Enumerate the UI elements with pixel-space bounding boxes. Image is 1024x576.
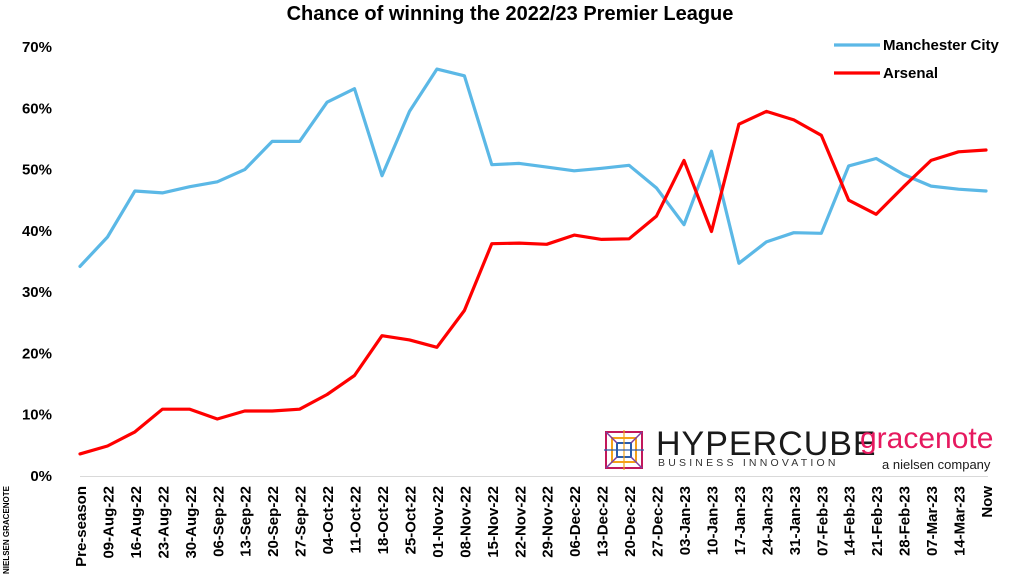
series-line-arsenal (78, 109, 988, 456)
x-tick-label: 15-Nov-22 (485, 486, 502, 558)
gracenote-logo-name: gracenote (860, 422, 993, 455)
y-tick-label: 50% (22, 162, 52, 179)
gracenote-logo: gracenote a nielsen company (860, 422, 993, 472)
series-lines (78, 67, 988, 456)
x-tick-label: 22-Nov-22 (512, 486, 529, 558)
x-tick-label: 04-Oct-22 (320, 486, 337, 554)
x-tick-label: 23-Aug-22 (155, 486, 172, 559)
x-tick-label: 17-Jan-23 (732, 486, 749, 555)
x-tick-label: 30-Aug-22 (183, 486, 200, 559)
hypercube-logo-icon (604, 430, 644, 470)
x-tick-label: 08-Nov-22 (457, 486, 474, 558)
x-tick-label: 16-Aug-22 (128, 486, 145, 559)
x-tick-label: 09-Aug-22 (100, 486, 117, 559)
chart-title: Chance of winning the 2022/23 Premier Le… (287, 3, 734, 25)
x-tick-label: 18-Oct-22 (375, 486, 392, 554)
y-axis: 0% 10% 20% 30% 40% 50% 60% 70% (22, 39, 52, 485)
x-tick-label: 07-Mar-23 (924, 486, 941, 556)
x-tick-label: 13-Dec-22 (595, 486, 612, 557)
x-tick-label: 29-Nov-22 (540, 486, 557, 558)
x-tick-label: 06-Dec-22 (567, 486, 584, 557)
x-tick-label: Now (979, 486, 996, 518)
series-line-manchester-city (78, 67, 988, 268)
x-tick-label: 31-Jan-23 (787, 486, 804, 555)
image-credit: NIELSEN GRACENOTE (2, 485, 11, 574)
y-tick-label: 10% (22, 407, 52, 424)
legend-label-manchester-city: Manchester City (883, 37, 1000, 54)
y-tick-label: 0% (30, 468, 52, 485)
legend: Manchester City Arsenal (834, 37, 1000, 82)
y-tick-label: 40% (22, 223, 52, 240)
x-tick-label: Pre-season (73, 486, 90, 567)
hypercube-logo: HYPERCUBE BUSINESS INNOVATION (604, 425, 877, 470)
gracenote-logo-tagline: a nielsen company (882, 457, 991, 472)
x-tick-label: 27-Sep-22 (293, 486, 310, 557)
x-tick-label: 11-Oct-22 (348, 486, 365, 554)
legend-label-arsenal: Arsenal (883, 65, 938, 82)
x-tick-label: 20-Dec-22 (622, 486, 639, 557)
x-axis: Pre-season 09-Aug-22 16-Aug-22 23-Aug-22 30-… (73, 486, 996, 567)
x-tick-label: 13-Sep-22 (238, 486, 255, 557)
y-tick-label: 70% (22, 39, 52, 56)
x-tick-label: 14-Mar-23 (952, 486, 969, 556)
x-tick-label: 07-Feb-23 (814, 486, 831, 556)
y-tick-label: 30% (22, 284, 52, 301)
y-tick-label: 60% (22, 100, 52, 117)
y-tick-label: 20% (22, 345, 52, 362)
x-tick-label: 01-Nov-22 (430, 486, 447, 558)
x-tick-label: 25-Oct-22 (402, 486, 419, 554)
x-tick-label: 27-Dec-22 (650, 486, 667, 557)
hypercube-logo-tagline: BUSINESS INNOVATION (658, 457, 839, 469)
x-tick-label: 24-Jan-23 (759, 486, 776, 555)
x-tick-label: 28-Feb-23 (897, 486, 914, 556)
x-tick-label: 21-Feb-23 (869, 486, 886, 556)
x-tick-label: 03-Jan-23 (677, 486, 694, 555)
x-tick-label: 20-Sep-22 (265, 486, 282, 557)
hypercube-logo-name: HYPERCUBE (656, 425, 877, 463)
x-tick-label: 10-Jan-23 (704, 486, 721, 555)
x-tick-label: 14-Feb-23 (842, 486, 859, 556)
x-tick-label: 06-Sep-22 (210, 486, 227, 557)
